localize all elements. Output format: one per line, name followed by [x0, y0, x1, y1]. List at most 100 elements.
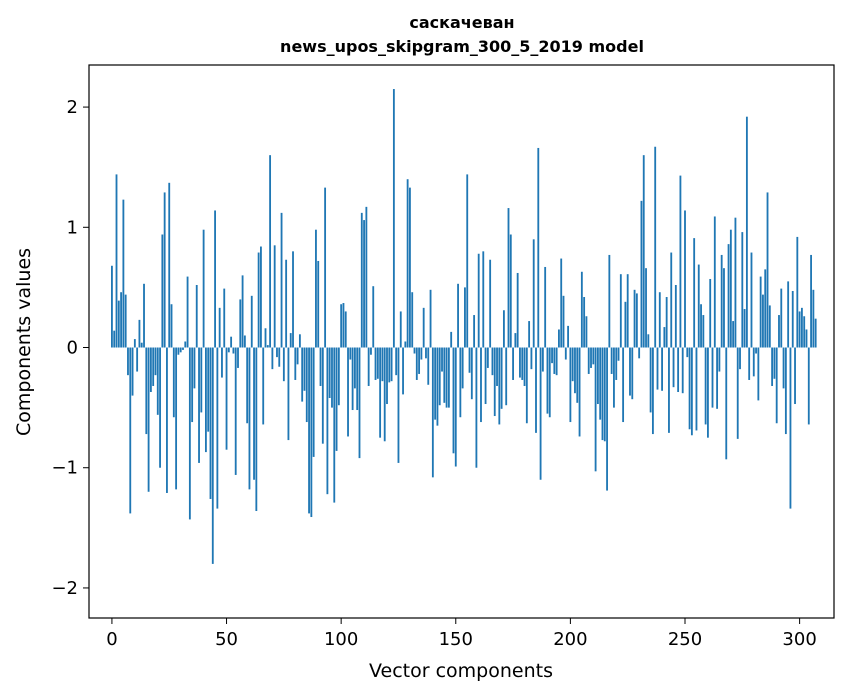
- bar: [601, 347, 604, 441]
- bar: [464, 287, 466, 348]
- bar: [441, 347, 443, 372]
- bar: [693, 238, 696, 348]
- bar: [638, 347, 641, 359]
- x-axis: 0 50 100 150 200 250 300: [106, 618, 817, 650]
- bar: [782, 347, 785, 389]
- bar: [486, 347, 489, 368]
- bar: [143, 283, 145, 348]
- bar: [615, 347, 618, 380]
- bar: [312, 347, 315, 457]
- bar: [587, 347, 590, 374]
- bar: [567, 325, 570, 348]
- bar: [677, 347, 680, 392]
- bar: [791, 291, 794, 348]
- bar: [805, 329, 808, 348]
- bar: [285, 259, 288, 348]
- bar: [798, 311, 801, 348]
- bar: [716, 347, 719, 409]
- bar: [117, 300, 120, 348]
- bar: [656, 347, 659, 390]
- bar: [447, 347, 450, 408]
- chart-title: саскачеван: [409, 13, 514, 32]
- bar: [296, 347, 299, 365]
- bar: [166, 347, 168, 493]
- bar: [411, 292, 414, 348]
- bar: [349, 347, 352, 360]
- bar: [431, 347, 434, 478]
- bar: [555, 347, 558, 376]
- bar: [159, 347, 161, 468]
- bar: [218, 307, 221, 348]
- bar: [177, 347, 180, 355]
- bar: [175, 347, 178, 490]
- bar: [276, 347, 278, 358]
- bar: [702, 315, 705, 348]
- bar: [516, 272, 519, 348]
- bar: [179, 347, 182, 353]
- bar: [778, 315, 780, 348]
- bar: [381, 347, 384, 382]
- bar: [814, 318, 817, 348]
- bar: [186, 276, 189, 348]
- bar: [207, 347, 210, 432]
- bar: [386, 347, 388, 405]
- bar: [688, 347, 691, 430]
- bar: [633, 289, 636, 348]
- bar: [239, 299, 242, 348]
- bar: [170, 304, 173, 348]
- bar: [271, 347, 274, 370]
- x-tick-label: 100: [324, 629, 358, 650]
- bar: [560, 258, 563, 348]
- bar: [241, 275, 244, 348]
- bar: [237, 347, 239, 368]
- bar: [713, 216, 716, 348]
- bar: [755, 347, 757, 354]
- bar: [184, 341, 187, 348]
- bar: [610, 347, 613, 374]
- x-tick-label: 300: [782, 629, 816, 650]
- bar: [690, 347, 693, 436]
- bar: [812, 289, 815, 348]
- bar: [303, 347, 306, 391]
- bar: [124, 294, 127, 348]
- bar: [800, 307, 803, 348]
- bar: [647, 334, 650, 348]
- bar: [264, 328, 267, 348]
- bar: [709, 278, 712, 348]
- bar: [342, 303, 345, 348]
- bar: [328, 347, 331, 399]
- bar: [163, 192, 166, 348]
- bar: [626, 274, 629, 348]
- bar: [553, 347, 556, 374]
- bar: [528, 321, 531, 348]
- bar: [489, 259, 492, 348]
- bar: [700, 304, 702, 348]
- bar: [353, 347, 356, 389]
- bar: [427, 347, 430, 385]
- bar: [720, 254, 723, 348]
- bar: [248, 347, 251, 490]
- bar: [482, 251, 485, 348]
- bar: [475, 347, 478, 468]
- bar: [574, 347, 576, 394]
- bar: [301, 347, 304, 402]
- bar: [775, 347, 778, 424]
- bar: [670, 252, 673, 348]
- bar: [156, 347, 159, 415]
- bar: [298, 334, 301, 348]
- bar: [668, 347, 670, 433]
- bar: [695, 347, 698, 431]
- bar: [310, 347, 313, 518]
- bar: [214, 210, 216, 348]
- bar: [388, 347, 391, 383]
- bar: [406, 179, 409, 348]
- bar: [363, 220, 365, 348]
- bar: [473, 315, 476, 348]
- bar: [686, 347, 689, 358]
- bar: [477, 253, 480, 348]
- bar: [243, 335, 246, 348]
- bar: [308, 347, 310, 514]
- bar: [466, 174, 469, 348]
- bar: [129, 347, 132, 514]
- bar: [315, 229, 317, 348]
